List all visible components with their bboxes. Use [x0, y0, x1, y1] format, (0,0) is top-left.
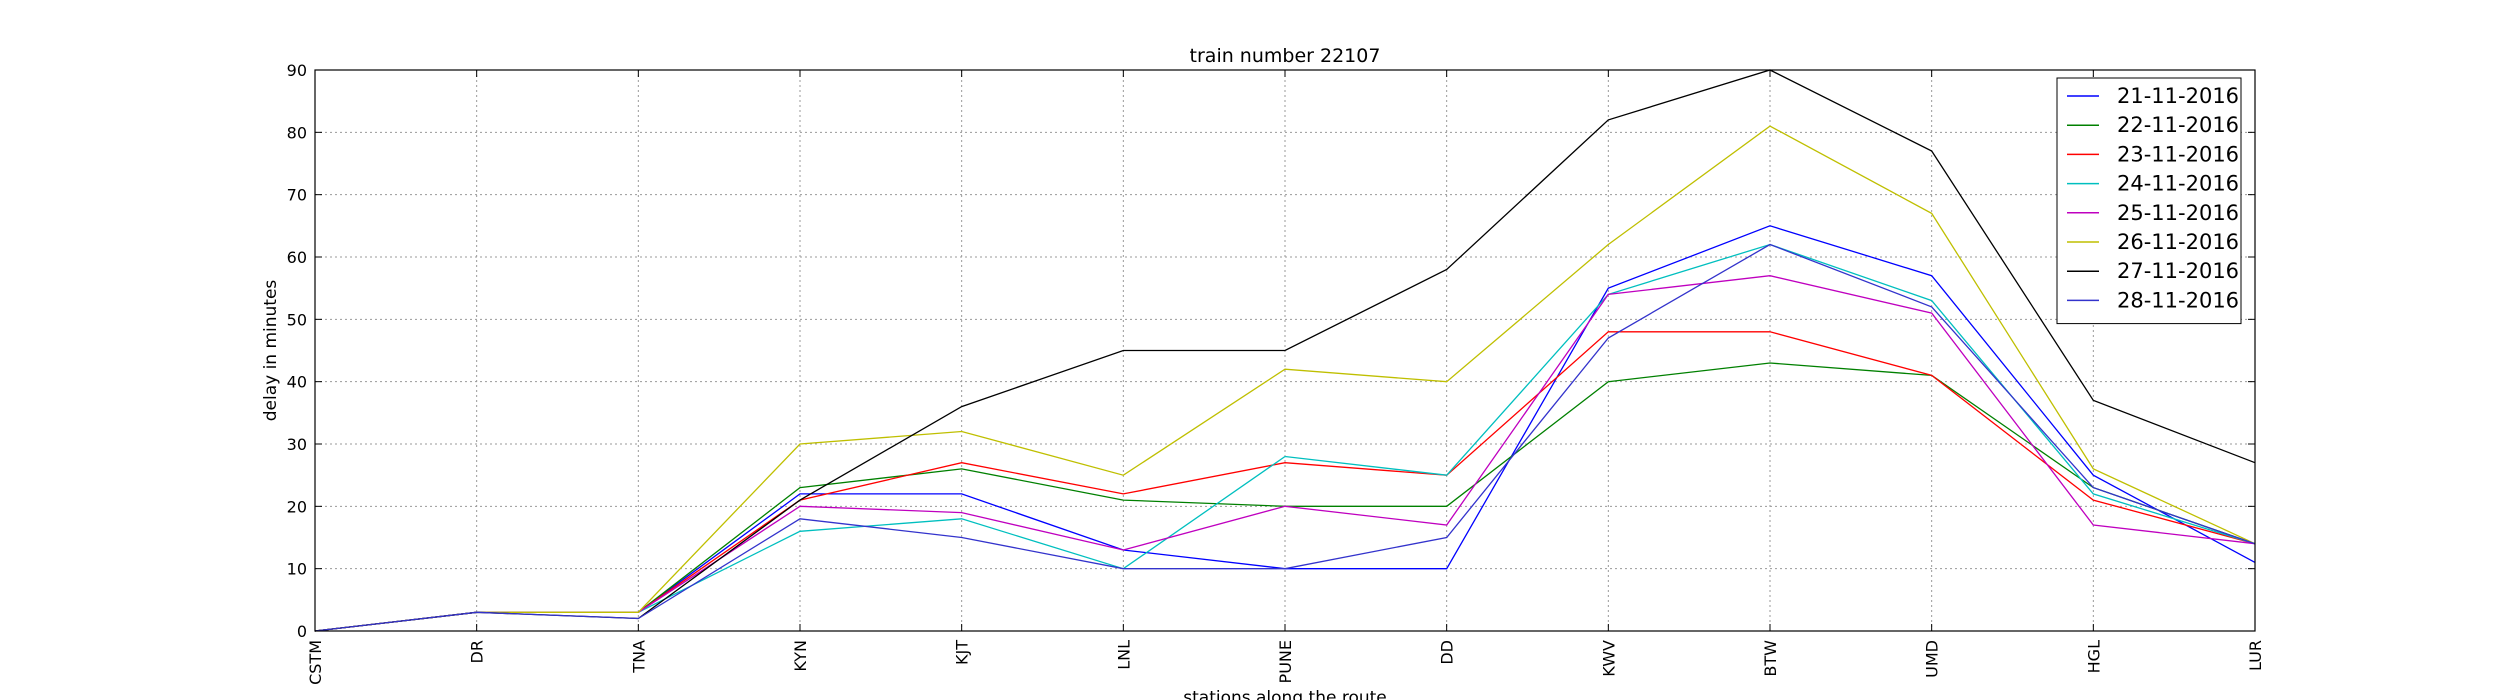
x-tick-label: DR	[468, 640, 487, 663]
legend-label: 28-11-2016	[2117, 288, 2239, 312]
y-tick-label: 40	[287, 373, 307, 392]
x-tick-label: KWV	[1599, 640, 1618, 677]
x-tick-label: HGL	[2084, 640, 2103, 673]
x-tick-label: KJT	[953, 640, 972, 665]
legend-label: 25-11-2016	[2117, 201, 2239, 225]
series-line-28-11-2016	[314, 243, 2256, 632]
x-tick-label: TNA	[629, 640, 648, 674]
y-axis-ticks: 0 10 20 30 40 50 60 70 80 90	[287, 61, 2255, 641]
series-line-24-11-2016	[314, 243, 2256, 632]
legend-box	[2056, 77, 2242, 325]
x-tick-label: KYN	[791, 640, 810, 672]
legend-label: 26-11-2016	[2117, 230, 2239, 254]
y-tick-label: 0	[297, 622, 307, 641]
legend: 21-11-2016 22-11-2016 23-11-2016 24-11-2016…	[2056, 77, 2242, 325]
x-axis-ticks: CSTM DR TNA KYN KJT LNL PUNE DD KWV BTW UMD HGL LUR	[306, 70, 2265, 685]
x-tick-label: LNL	[1114, 640, 1133, 670]
x-tick-label: UMD	[1923, 640, 1942, 678]
y-tick-label: 10	[287, 560, 307, 579]
y-tick-label: 60	[287, 248, 307, 267]
x-tick-label: PUNE	[1276, 640, 1295, 683]
y-tick-label: 50	[287, 310, 307, 329]
legend-label: 24-11-2016	[2117, 172, 2239, 196]
legend-label: 21-11-2016	[2117, 84, 2239, 108]
legend-label: 27-11-2016	[2117, 259, 2239, 283]
series-lines	[314, 69, 2256, 632]
x-tick-label: CSTM	[306, 640, 325, 685]
y-tick-label: 80	[287, 123, 307, 142]
legend-label: 22-11-2016	[2117, 113, 2239, 137]
legend-label: 23-11-2016	[2117, 142, 2239, 166]
y-tick-label: 70	[287, 186, 307, 205]
y-tick-label: 30	[287, 435, 307, 454]
series-line-26-11-2016	[314, 125, 2256, 632]
x-tick-label: DD	[1438, 640, 1457, 665]
x-tick-label: LUR	[2246, 640, 2265, 671]
y-axis-label: delay in minutes	[261, 280, 281, 422]
y-tick-label: 90	[287, 61, 307, 80]
x-axis-label: stations along the route	[1183, 688, 1387, 700]
y-tick-label: 20	[287, 497, 307, 516]
chart-title: train number 22107	[1190, 45, 1381, 67]
series-line-25-11-2016	[314, 275, 2256, 632]
x-tick-label: BTW	[1761, 640, 1780, 677]
grid	[315, 70, 2255, 631]
